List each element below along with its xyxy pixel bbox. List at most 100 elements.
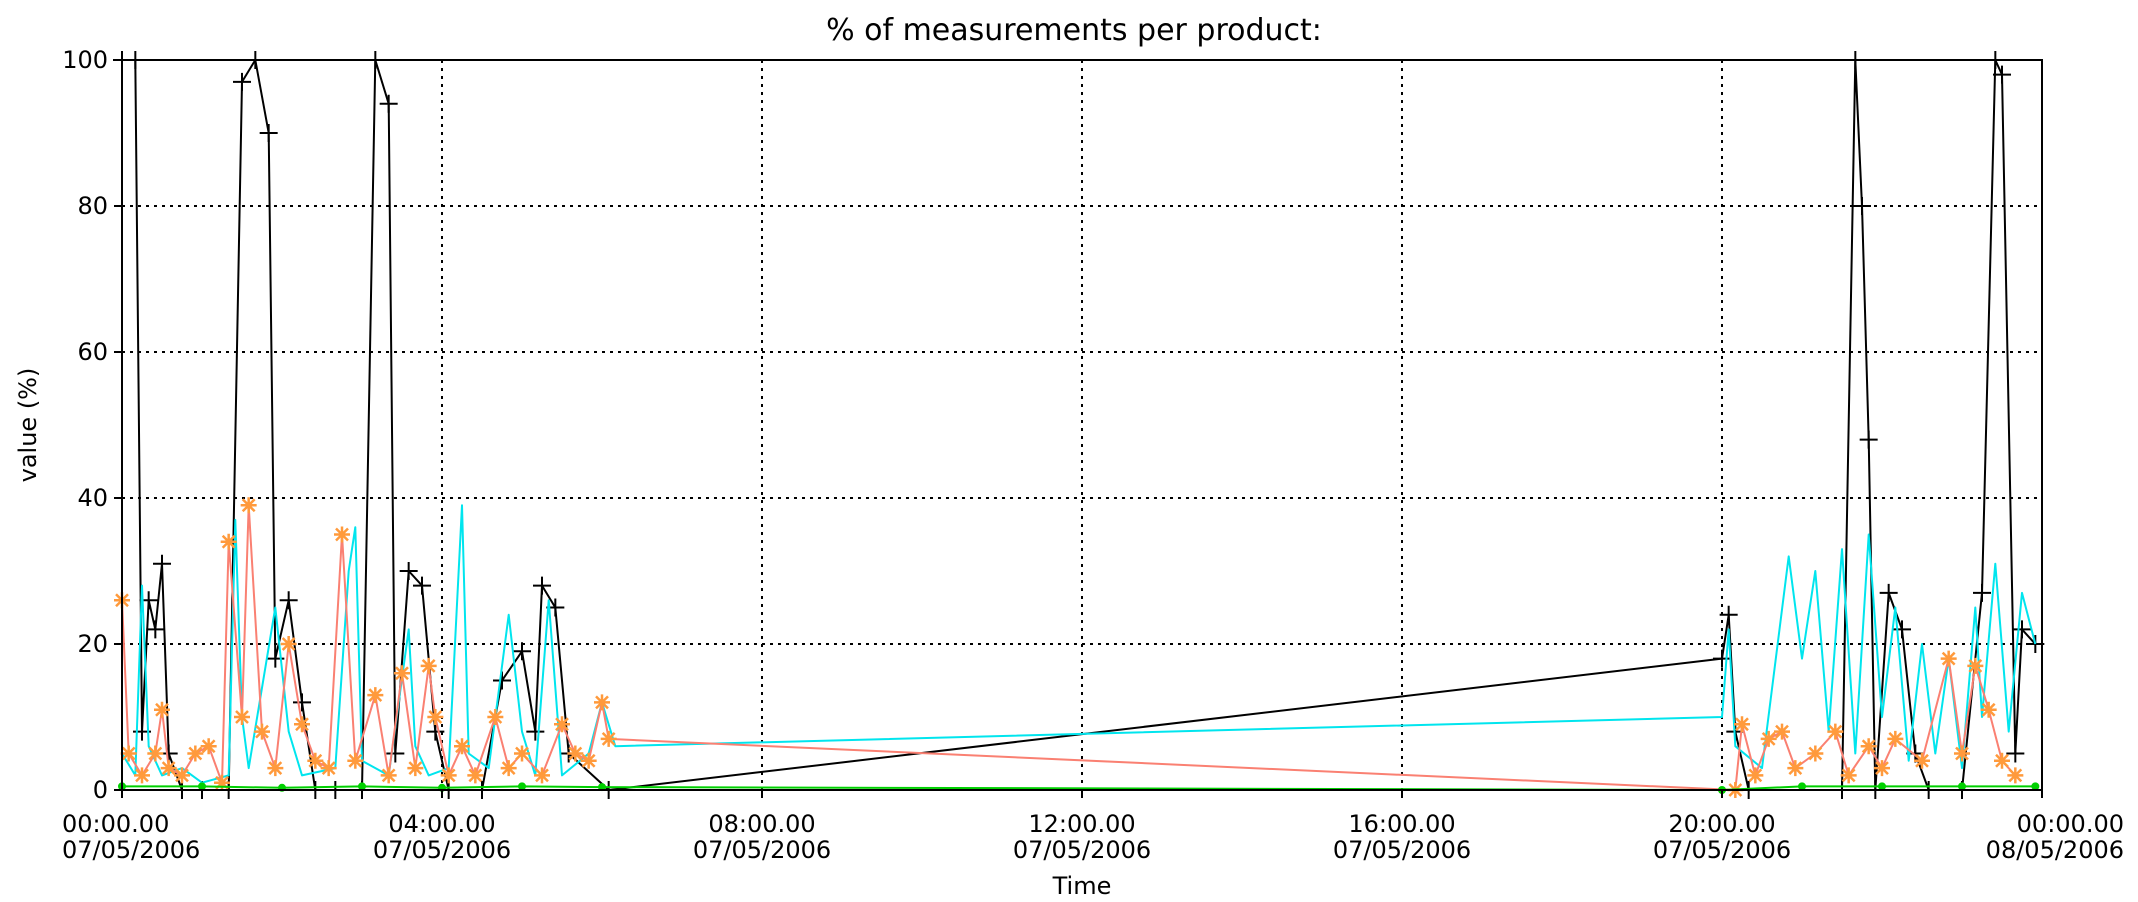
- data-point: [334, 526, 350, 543]
- data-point: [1958, 782, 1966, 791]
- x-tick-time: 04:00.00: [388, 810, 495, 838]
- x-tick-time: 00:00.00: [62, 810, 169, 838]
- data-point: [533, 576, 551, 595]
- x-tick-time: 08:00.00: [708, 810, 815, 838]
- x-tick-date: 07/05/2006: [1013, 836, 1151, 864]
- data-point: [187, 745, 204, 762]
- data-point: [554, 716, 570, 733]
- data-point: [307, 752, 324, 769]
- data-point: [1954, 745, 1970, 762]
- data-point: [200, 738, 217, 755]
- x-tick-time: 12:00.00: [1028, 810, 1135, 838]
- data-point: [153, 554, 171, 573]
- data-point: [146, 620, 165, 639]
- data-point: [2013, 620, 2031, 639]
- x-tick-date: 07/05/2006: [1333, 836, 1471, 864]
- data-point: [518, 782, 526, 791]
- data-point: [379, 94, 398, 113]
- data-point: [1860, 738, 1877, 755]
- data-point: [320, 760, 337, 777]
- data-point: [1853, 197, 1871, 215]
- data-point: [293, 693, 311, 712]
- data-point: [160, 760, 177, 777]
- data-point: [280, 636, 297, 652]
- data-point: [1993, 65, 2011, 84]
- x-tick-time: 20:00.00: [1668, 810, 1775, 838]
- data-point: [1713, 649, 1731, 668]
- data-point: [399, 562, 418, 580]
- data-point: [1967, 657, 1984, 674]
- data-point: [493, 671, 511, 690]
- x-tick-time: 00:00.00: [2017, 810, 2124, 838]
- data-point: [440, 767, 457, 784]
- data-point: [358, 782, 366, 791]
- x-tick-date: 08/05/2006: [1986, 836, 2124, 864]
- y-tick-label: 0: [93, 776, 108, 804]
- data-point: [1994, 752, 2010, 769]
- data-point: [426, 722, 445, 741]
- data-point: [394, 665, 410, 682]
- series-0: [113, 51, 2045, 799]
- y-tick-label: 100: [62, 46, 108, 74]
- y-axis-title: value (%): [14, 368, 42, 483]
- data-point: [1874, 760, 1890, 777]
- data-point: [279, 591, 298, 610]
- x-tick-date: 07/05/2006: [373, 836, 511, 864]
- data-point: [294, 716, 310, 733]
- data-point: [214, 774, 230, 791]
- data-point: [367, 687, 384, 704]
- data-point: [1827, 723, 1844, 740]
- data-point: [380, 767, 397, 784]
- data-point: [534, 767, 550, 784]
- data-point: [1734, 716, 1750, 733]
- data-point: [567, 745, 584, 762]
- data-point: [1973, 583, 1991, 602]
- data-point: [198, 782, 206, 791]
- data-point: [526, 722, 545, 741]
- grid: [122, 60, 2042, 790]
- data-point: [120, 745, 137, 762]
- data-point: [240, 497, 257, 514]
- data-point: [1798, 782, 1806, 791]
- data-point: [254, 723, 270, 740]
- series-line: [121, 504, 2017, 791]
- data-point: [600, 730, 617, 747]
- chart-title: % of measurements per product:: [826, 13, 1322, 48]
- x-tick-date: 07/05/2006: [62, 836, 200, 864]
- data-point: [1840, 767, 1857, 784]
- series-line: [122, 59, 2037, 791]
- x-axis-title: Time: [1052, 872, 1112, 900]
- data-point: [407, 760, 424, 777]
- data-point: [513, 642, 531, 661]
- data-point: [1787, 760, 1804, 777]
- data-point: [134, 767, 150, 784]
- data-point: [1887, 730, 1904, 747]
- data-point: [259, 124, 278, 142]
- y-tick-label: 80: [77, 192, 108, 220]
- data-point: [154, 701, 170, 718]
- data-point: [1914, 752, 1930, 769]
- data-point: [420, 657, 437, 674]
- data-point: [1859, 430, 1878, 449]
- data-point: [487, 709, 504, 725]
- data-point: [594, 694, 610, 711]
- series-line: [121, 504, 2037, 784]
- y-tick-label: 20: [77, 630, 108, 658]
- data-point: [267, 760, 284, 777]
- data-point: [1747, 767, 1764, 784]
- y-axis-ticks: 0 20 40 60 80 100: [62, 46, 122, 804]
- y-tick-label: 40: [77, 484, 108, 512]
- series-1: [121, 504, 2037, 784]
- data-point: [347, 752, 364, 769]
- data-point: [1774, 723, 1790, 740]
- data-point: [413, 576, 431, 595]
- data-point: [580, 752, 597, 769]
- data-point: [2006, 744, 2025, 763]
- data-point: [2031, 782, 2040, 791]
- data-point: [1980, 701, 1997, 718]
- data-point: [467, 767, 484, 784]
- data-point: [514, 745, 530, 762]
- x-tick-date: 07/05/2006: [693, 836, 831, 864]
- data-point: [220, 533, 237, 550]
